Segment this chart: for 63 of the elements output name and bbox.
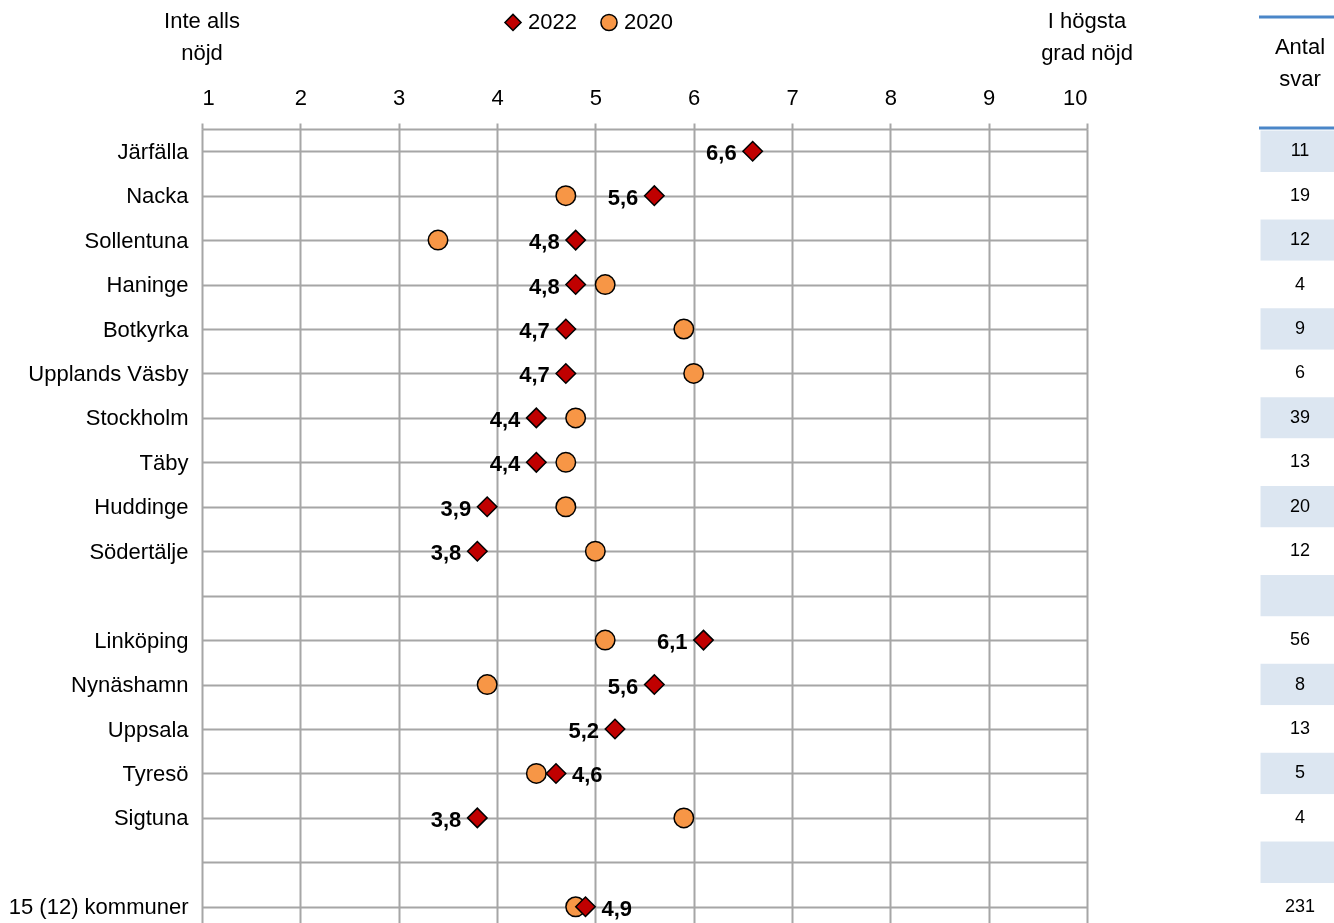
x-tick-label: 3 bbox=[393, 84, 406, 110]
y-tick-label: Nacka bbox=[126, 183, 190, 209]
text: Antal svar bbox=[1274, 34, 1326, 91]
data-label: 4,9 bbox=[601, 895, 633, 921]
data-label: 4 bbox=[1294, 273, 1306, 294]
data-label: 6 bbox=[1294, 362, 1306, 383]
x-tick-label: 10 bbox=[1063, 84, 1088, 110]
data-label: 19 bbox=[1289, 184, 1311, 205]
data-label: 4,7 bbox=[519, 362, 550, 388]
data-label: 56 bbox=[1289, 629, 1311, 650]
x-tick-label: 5 bbox=[589, 84, 602, 110]
data-label: 12 bbox=[1289, 229, 1311, 250]
y-tick-label: 15 (12) kommuner bbox=[8, 894, 189, 920]
data-label: 3,8 bbox=[430, 540, 462, 566]
x-tick-label: 9 bbox=[983, 84, 996, 110]
data-label: 12 bbox=[1289, 540, 1311, 561]
x-tick-label: 4 bbox=[491, 84, 504, 110]
data-label: 3,9 bbox=[440, 495, 472, 521]
data-label: 13 bbox=[1289, 718, 1311, 738]
data-label: 9 bbox=[1294, 318, 1306, 338]
data-label: 4,4 bbox=[489, 406, 522, 432]
y-tick-label: Huddinge bbox=[94, 494, 189, 520]
x-tick-label: 8 bbox=[884, 84, 897, 110]
data-label: 8 bbox=[1294, 673, 1306, 694]
legend-label: 2020 bbox=[624, 9, 673, 35]
data-label: 4,8 bbox=[529, 273, 560, 299]
data-label: 13 bbox=[1289, 451, 1311, 472]
data-label: 4 bbox=[1294, 806, 1306, 827]
data-label: 5 bbox=[1294, 762, 1306, 783]
data-label: 39 bbox=[1289, 406, 1311, 427]
y-tick-label: Nynäshamn bbox=[71, 672, 189, 698]
y-tick-label: Upplands Väsby bbox=[28, 360, 189, 386]
text: I högsta grad nöjd bbox=[1041, 8, 1133, 65]
data-label: 11 bbox=[1290, 140, 1310, 161]
data-label: 20 bbox=[1289, 495, 1311, 516]
x-tick-label: 2 bbox=[294, 84, 307, 110]
data-label: 231 bbox=[1284, 895, 1316, 916]
data-label: 6,1 bbox=[656, 629, 688, 655]
y-tick-label: Uppsala bbox=[107, 716, 190, 742]
data-label: 5,6 bbox=[607, 184, 639, 210]
y-tick-label: Haninge bbox=[106, 272, 189, 298]
x-tick-label: 7 bbox=[786, 84, 799, 110]
data-label: 4,4 bbox=[489, 451, 522, 477]
x-tick-label: 6 bbox=[688, 84, 701, 110]
y-tick-label: Linköping bbox=[94, 627, 189, 653]
text: Inte alls nöjd bbox=[164, 8, 240, 65]
y-tick-label: Tyresö bbox=[122, 760, 189, 786]
y-tick-label: Sollentuna bbox=[84, 227, 190, 253]
y-tick-label: Stockholm bbox=[85, 405, 189, 431]
y-tick-label: Järfälla bbox=[117, 138, 190, 164]
data-label: 4,6 bbox=[572, 762, 603, 788]
y-tick-label: Södertälje bbox=[89, 538, 189, 564]
data-label: 3,8 bbox=[430, 806, 462, 832]
y-tick-label: Sigtuna bbox=[113, 805, 190, 831]
data-label: 6,6 bbox=[706, 140, 737, 166]
data-label: 5,2 bbox=[568, 718, 599, 743]
data-label: 5,6 bbox=[607, 673, 639, 699]
data-label: 4,7 bbox=[519, 318, 550, 343]
legend-label: 2022 bbox=[528, 9, 577, 35]
y-tick-label: Täby bbox=[139, 449, 189, 475]
y-tick-label: Botkyrka bbox=[102, 316, 190, 342]
data-label: 4,8 bbox=[529, 229, 560, 255]
x-tick-label: 1 bbox=[202, 84, 215, 110]
